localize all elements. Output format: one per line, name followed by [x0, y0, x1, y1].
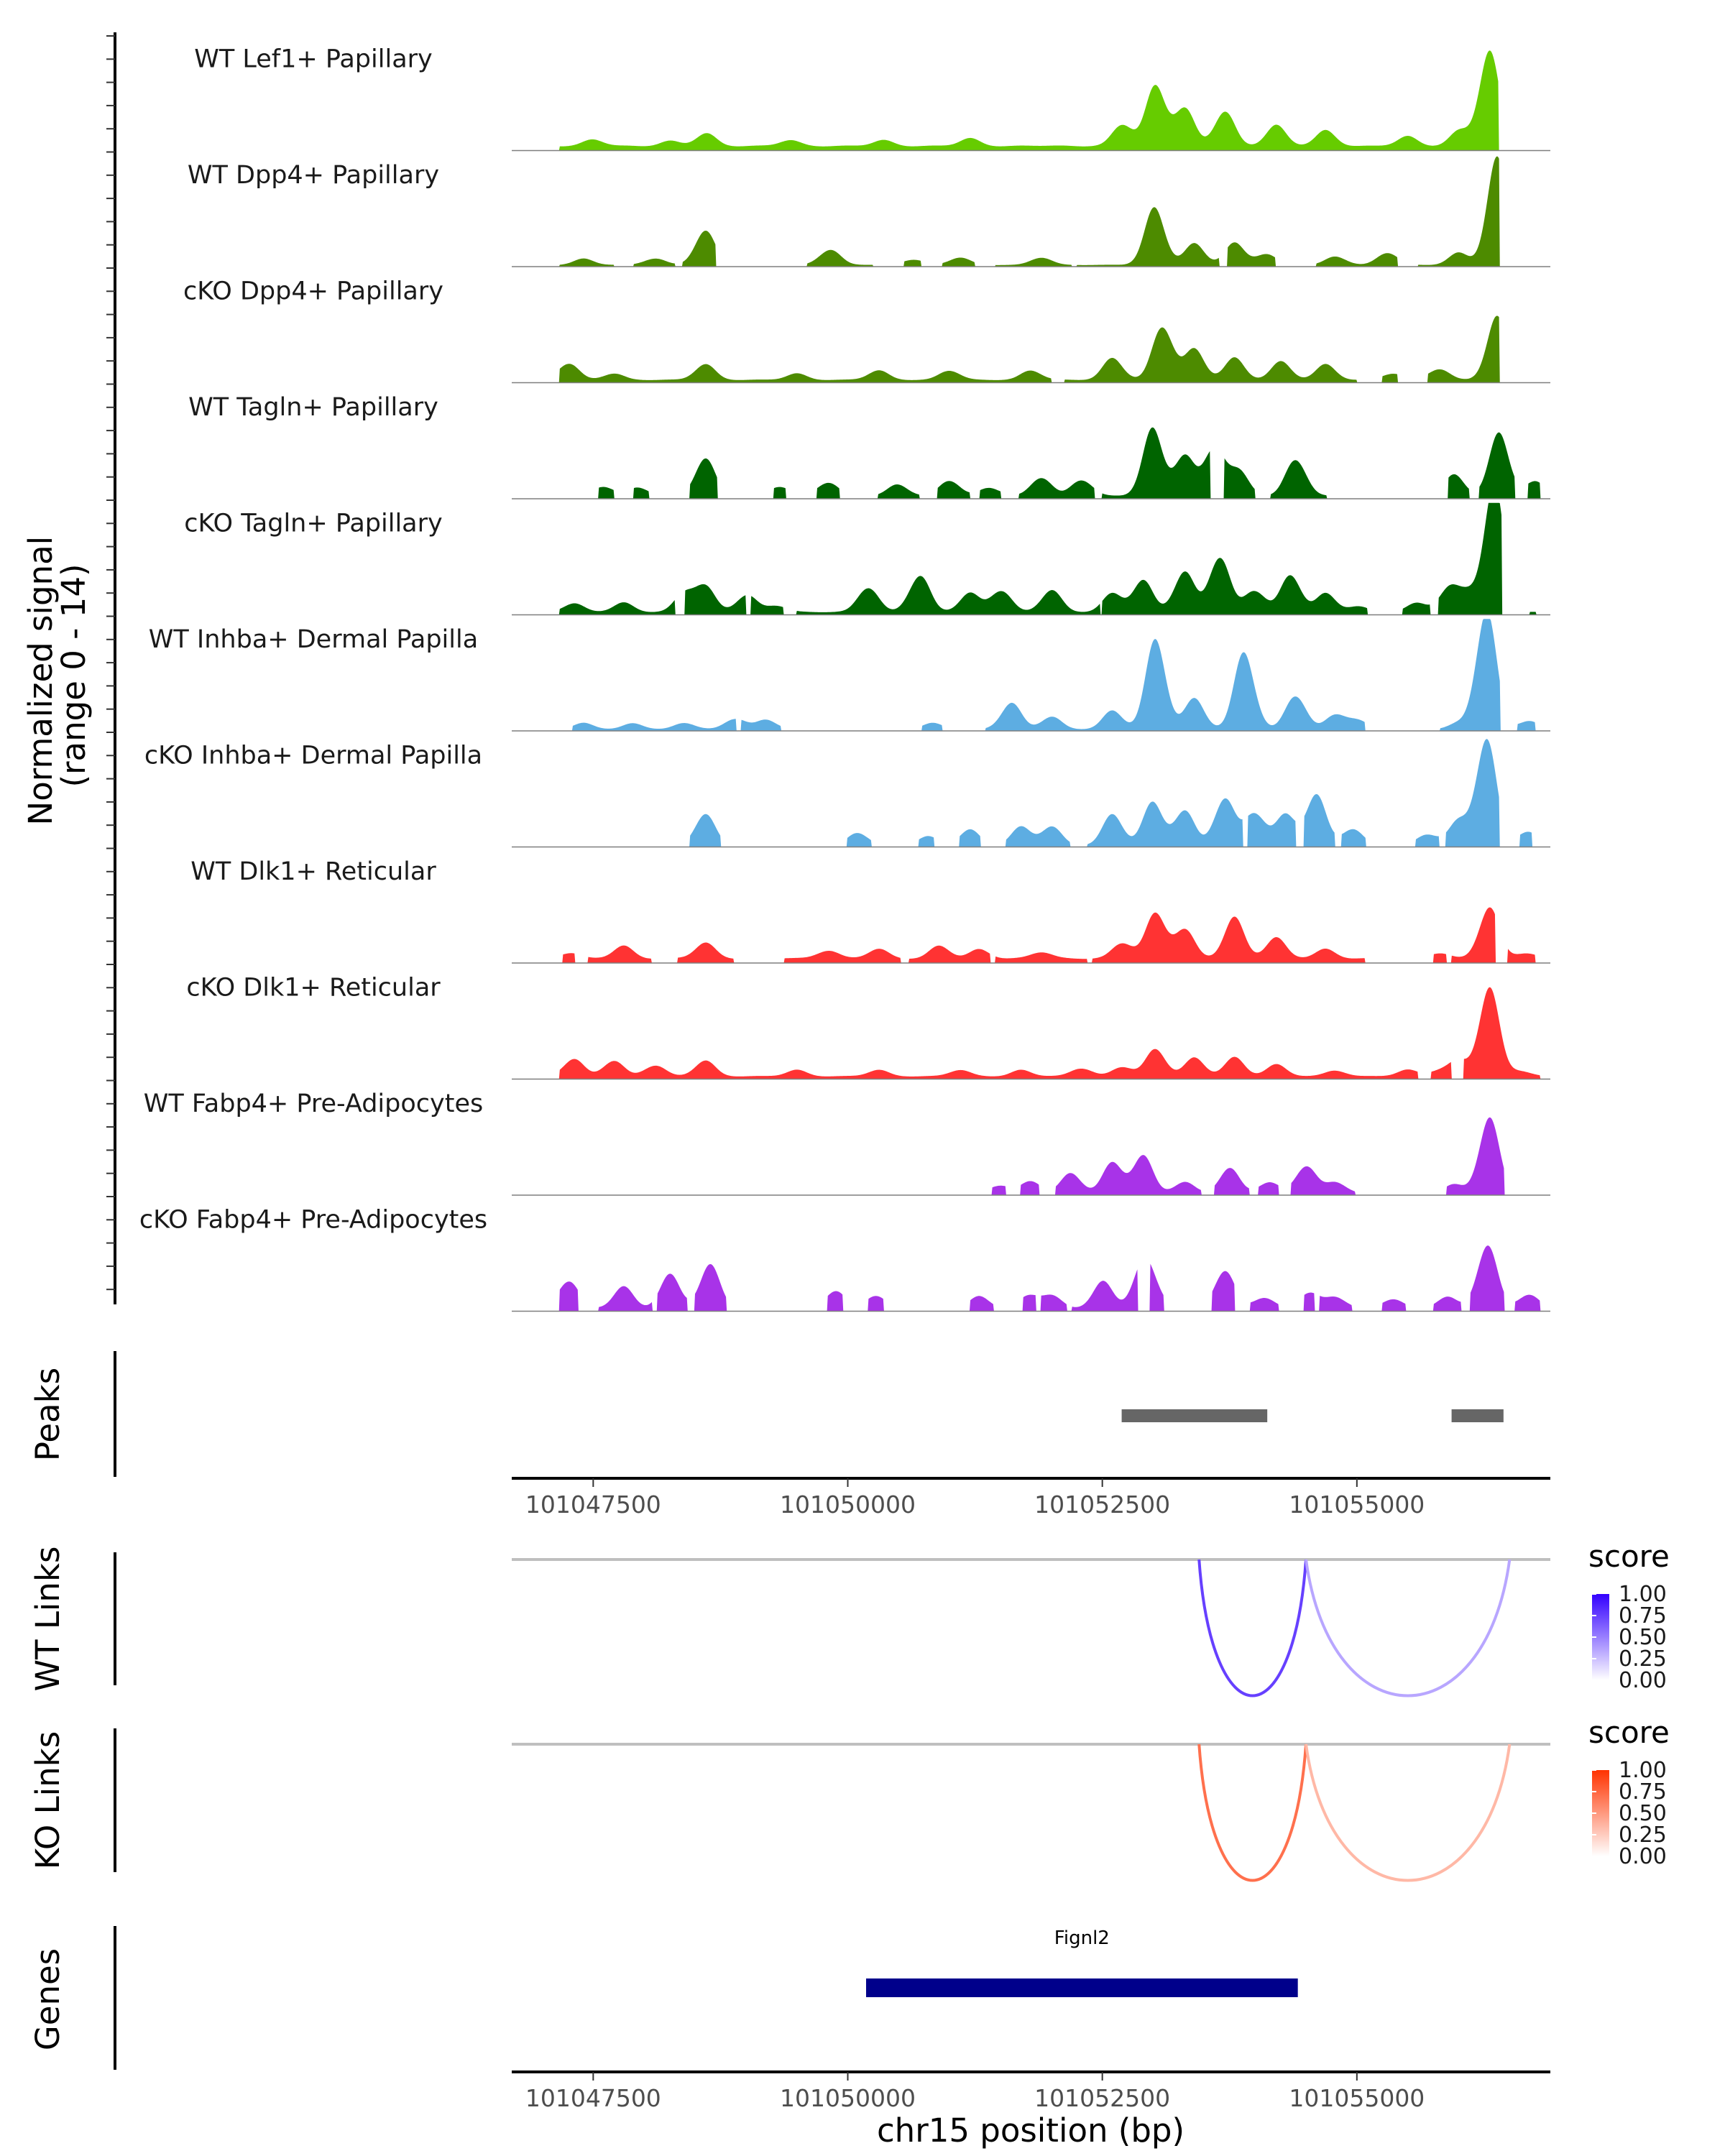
coverage-area	[512, 427, 1550, 499]
coverage-track	[512, 1245, 1550, 1312]
coverage-track	[512, 987, 1550, 1080]
x-tick-label: 101050000	[780, 1491, 916, 1519]
coverage-track	[512, 156, 1550, 267]
legend-tick-label: 0.50	[1619, 1625, 1667, 1650]
x-tick-label: 101052500	[1034, 2084, 1170, 2112]
link-arc	[1197, 1743, 1307, 1882]
link-arc	[1197, 1559, 1307, 1697]
legend-tick-label: 0.00	[1619, 1844, 1667, 1869]
coverage-track	[512, 315, 1550, 384]
coverage-area	[512, 502, 1550, 615]
score-legend: score 1.000.750.500.250.00	[1588, 1539, 1670, 1693]
coverage-panel: Normalized signal (range 0 - 14) WT Lef1…	[22, 32, 1550, 1312]
link-track-title: WT Links	[29, 1547, 67, 1692]
coverage-track	[512, 427, 1550, 499]
coverage-track-label: WT Dpp4+ Papillary	[188, 161, 439, 190]
peak-interval	[1451, 1409, 1504, 1422]
coverage-track-label: WT Dlk1+ Reticular	[190, 857, 436, 886]
coverage-track-label: WT Lef1+ Papillary	[194, 45, 433, 74]
legend-tick-label: 0.75	[1619, 1779, 1667, 1805]
coverage-track	[512, 739, 1550, 848]
coverage-area	[512, 739, 1550, 847]
link-arc	[1305, 1559, 1512, 1697]
link-track-title: KO Links	[29, 1731, 67, 1869]
coverage-area	[512, 50, 1550, 151]
x-axis-bottom-ticks: 101047500 101050000 101052500 101055000	[525, 2072, 1425, 2112]
peaks-track-title: Peaks	[29, 1368, 67, 1461]
gene-items: Fignl2	[866, 1927, 1298, 1997]
coverage-area	[512, 907, 1550, 963]
coverage-tracks	[512, 50, 1550, 1312]
coverage-track-label: WT Tagln+ Papillary	[188, 393, 438, 422]
coverage-track-label: cKO Inhba+ Dermal Papilla	[144, 742, 482, 770]
legend-tick-label: 0.50	[1619, 1801, 1667, 1826]
legend-tick-label: 0.75	[1619, 1603, 1667, 1628]
x-axis-top-ticks: 101047500 101050000 101052500 101055000	[525, 1478, 1425, 1519]
x-tick-label: 101052500	[1034, 1491, 1170, 1519]
gene-body	[866, 1978, 1298, 1997]
coverage-track-label: cKO Tagln+ Papillary	[184, 510, 443, 538]
coverage-track	[512, 1117, 1550, 1196]
coverage-track	[512, 619, 1550, 732]
y-axis-title-line2: (range 0 - 14)	[55, 563, 93, 787]
coverage-area	[512, 987, 1550, 1079]
x-axis-title: chr15 position (bp)	[877, 2111, 1184, 2150]
y-axis-title-line1: Normalized signal	[22, 536, 60, 826]
genes-track-title: Genes	[29, 1948, 67, 2050]
peaks-panel: Peaks	[29, 1351, 1504, 1477]
coverage-track	[512, 907, 1550, 964]
x-tick-label: 101047500	[525, 1491, 661, 1519]
peak-interval	[1121, 1409, 1268, 1422]
x-tick-label: 101055000	[1289, 1491, 1425, 1519]
link-arc	[1305, 1743, 1512, 1882]
x-axis-top: 101047500 101050000 101052500 101055000	[512, 1477, 1550, 1519]
x-tick-label: 101047500	[525, 2084, 661, 2112]
x-tick-label: 101050000	[780, 2084, 916, 2112]
legend-tick-label: 1.00	[1619, 1582, 1667, 1607]
gene-name-label: Fignl2	[1054, 1927, 1110, 1949]
score-legend: score 1.000.750.500.250.00	[1588, 1715, 1670, 1869]
coverage-track-label: WT Inhba+ Dermal Papilla	[149, 625, 478, 654]
coverage-track-label: WT Fabp4+ Pre-Adipocytes	[144, 1089, 483, 1118]
coverage-y-ticks	[106, 35, 115, 1291]
legend-tick-label: 0.25	[1619, 1646, 1667, 1672]
x-tick-label: 101055000	[1289, 2084, 1425, 2112]
link-track: WT Links score 1.000.750.500.250.00	[29, 1539, 1670, 1697]
link-track: KO Links score 1.000.750.500.250.00	[29, 1715, 1670, 1882]
legend-title: score	[1588, 1539, 1670, 1574]
coverage-track	[512, 502, 1550, 616]
legend-tick-label: 0.00	[1619, 1668, 1667, 1693]
legend-title: score	[1588, 1715, 1670, 1750]
coverage-track-label: cKO Dlk1+ Reticular	[186, 974, 441, 1003]
coverage-track	[512, 50, 1550, 152]
legend-tick-label: 0.25	[1619, 1823, 1667, 1848]
coverage-track-labels: WT Lef1+ Papillary WT Dpp4+ Papillary cKO …	[139, 45, 487, 1235]
legend-tick-label: 1.00	[1619, 1758, 1667, 1783]
coverage-track-label: cKO Dpp4+ Papillary	[183, 277, 443, 306]
genes-panel: Genes Fignl2	[29, 1926, 1298, 2070]
coverage-area	[512, 315, 1550, 383]
x-axis-bottom: 101047500 101050000 101052500 101055000 chr…	[512, 2070, 1550, 2150]
peak-bars	[1121, 1409, 1504, 1422]
coverage-area	[512, 1245, 1550, 1312]
coverage-track-label: cKO Fabp4+ Pre-Adipocytes	[139, 1206, 487, 1235]
coverage-area	[512, 619, 1550, 731]
y-axis-title: Normalized signal (range 0 - 14)	[22, 526, 93, 826]
